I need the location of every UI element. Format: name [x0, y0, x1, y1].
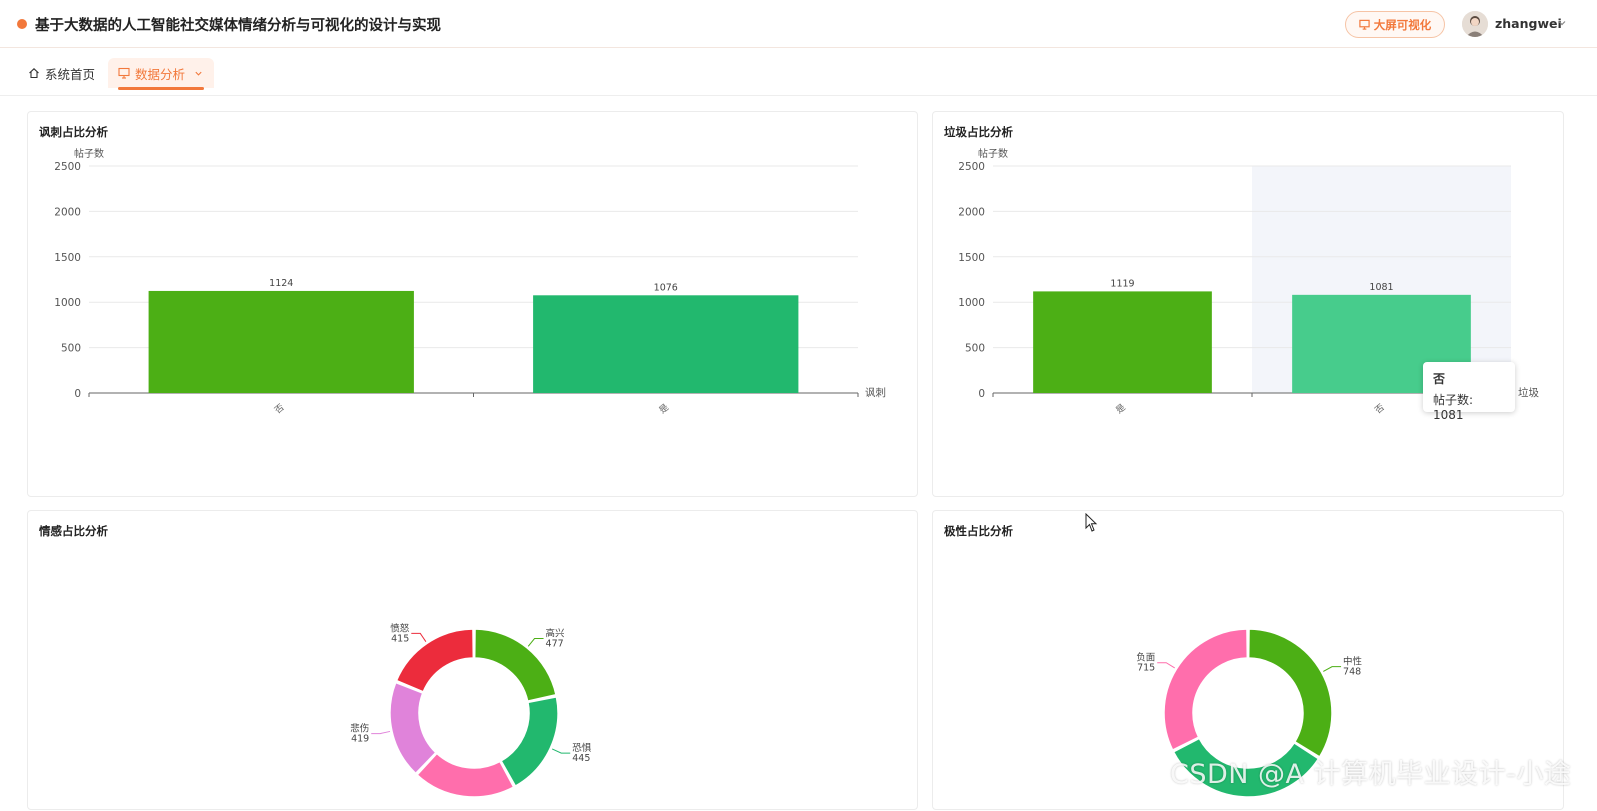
bigscreen-button[interactable]: 大屏可视化 [1345, 11, 1445, 38]
slice-label: 恐惧 [572, 742, 592, 754]
polarity-chart-card: 极性占比分析 中性 748 负面 715 [932, 510, 1564, 810]
slice-value: 419 [351, 734, 369, 745]
pie-slice [1247, 628, 1333, 758]
x-axis-label: 讽刺 [865, 387, 886, 399]
y-tick-label: 2500 [958, 161, 985, 173]
top-header: 基于大数据的人工智能社交媒体情绪分析与可视化的设计与实现 大屏可视化 zhang… [0, 0, 1597, 48]
user-avatar-icon [1462, 11, 1488, 37]
bar [533, 295, 799, 393]
slice-value: 415 [391, 633, 409, 644]
y-tick-label: 500 [61, 343, 81, 355]
mouse-cursor-icon [1085, 513, 1098, 532]
tooltip-value: 1081 [1433, 408, 1464, 422]
chart-icon [118, 67, 130, 79]
y-tick-label: 0 [978, 388, 985, 400]
label-line [1323, 666, 1342, 672]
card-title: 极性占比分析 [944, 524, 1013, 538]
card-title: 情感占比分析 [39, 524, 108, 538]
chevron-down-icon [195, 71, 202, 76]
tab-home-label: 系统首页 [45, 66, 96, 82]
pie-slice [1163, 628, 1249, 751]
label-line [1157, 662, 1175, 669]
bar [1033, 291, 1212, 393]
pie-slice [416, 752, 515, 798]
label-line [411, 632, 427, 642]
data-label: 1124 [269, 278, 293, 289]
emotion-chart-card: 情感占比分析 高兴 477 恐惧 445 悲伤 419 愤怒 415 [27, 510, 918, 810]
spam-chart-card: 垃圾占比分析 0 500 1000 1500 2000 2500 帖子数垃圾 1119 是 108… [932, 111, 1564, 497]
x-tick-label: 是 [1114, 402, 1128, 416]
chart-tooltip: 否 帖子数: 1081 [1423, 362, 1515, 422]
label-line [551, 748, 571, 754]
slice-label: 中性 [1343, 656, 1363, 668]
slice-label: 悲伤 [350, 723, 369, 735]
slice-value: 748 [1343, 667, 1361, 678]
watermark: CSDN @A 计算机毕业设计-小途 [1170, 759, 1572, 790]
slice-label: 高兴 [546, 627, 565, 639]
y-axis-label: 帖子数 [978, 147, 1008, 160]
y-tick-label: 1000 [958, 297, 985, 309]
y-tick-label: 0 [74, 388, 81, 400]
x-tick-label: 否 [273, 402, 287, 416]
slice-value: 445 [572, 753, 590, 764]
y-tick-label: 2000 [958, 206, 985, 218]
logo-dot [17, 19, 27, 29]
data-label: 1076 [654, 282, 678, 293]
tooltip-label: 帖子数: [1433, 393, 1474, 407]
tab-analysis-label: 数据分析 [135, 66, 186, 82]
tab-analysis[interactable]: 数据分析 [108, 58, 214, 90]
bigscreen-label: 大屏可视化 [1373, 17, 1432, 32]
label-line [371, 730, 391, 735]
sarcasm-chart-card: 讽刺占比分析 0 500 1000 1500 2000 2500 帖子数讽刺 1124 否 107… [27, 111, 918, 497]
active-tab-indicator [118, 87, 204, 90]
pie-slice [1172, 737, 1320, 798]
y-tick-label: 1000 [54, 297, 81, 309]
home-icon [29, 68, 39, 79]
card-title: 讽刺占比分析 [39, 125, 108, 139]
slice-label: 愤怒 [390, 622, 410, 634]
x-axis-label: 垃圾 [1518, 386, 1540, 399]
y-tick-label: 1500 [958, 252, 985, 264]
avatar[interactable] [1462, 11, 1488, 37]
screen-icon [1359, 19, 1370, 30]
chevron-down-icon[interactable] [1557, 18, 1567, 28]
x-tick-label: 是 [657, 402, 671, 416]
tooltip-row: 帖子数: 1081 [1433, 391, 1505, 422]
tooltip-title: 否 [1433, 372, 1446, 386]
pie-slice [395, 628, 475, 693]
nav-tabs: 系统首页 数据分析 [0, 48, 1597, 96]
y-tick-label: 2000 [54, 206, 81, 218]
pie-slice [389, 681, 437, 775]
slice-label: 负面 [1136, 652, 1155, 664]
y-tick-label: 1500 [54, 252, 81, 264]
pie-slice [473, 628, 557, 702]
y-tick-label: 2500 [54, 161, 81, 173]
bar [148, 290, 414, 393]
slice-value: 715 [1137, 663, 1155, 674]
y-tick-label: 500 [965, 343, 985, 355]
label-line [527, 637, 544, 647]
username[interactable]: zhangwei [1495, 16, 1562, 31]
data-label: 1119 [1110, 278, 1134, 289]
pie-slice [500, 696, 559, 787]
card-title: 垃圾占比分析 [944, 125, 1013, 139]
tab-home[interactable]: 系统首页 [18, 58, 105, 88]
data-label: 1081 [1369, 282, 1393, 293]
y-axis-label: 帖子数 [74, 147, 104, 160]
slice-value: 477 [546, 638, 564, 649]
page-title: 基于大数据的人工智能社交媒体情绪分析与可视化的设计与实现 [35, 18, 441, 34]
x-tick-label: 否 [1373, 402, 1387, 416]
